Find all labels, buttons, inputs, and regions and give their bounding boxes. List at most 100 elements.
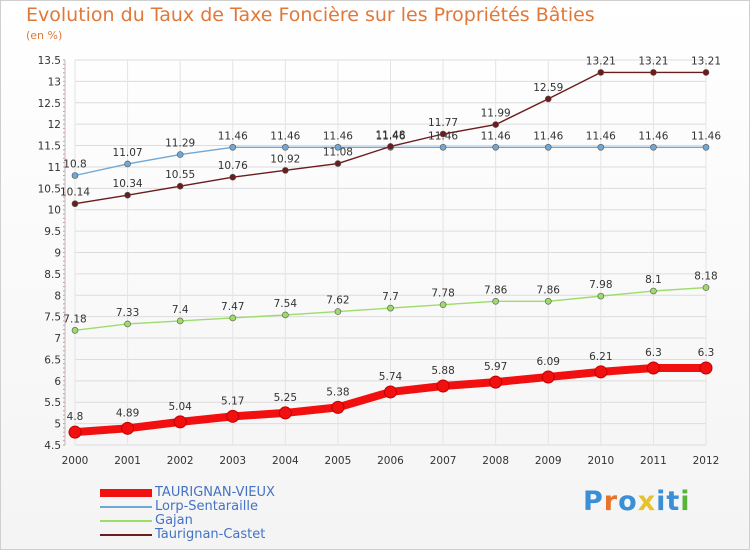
data-label: 7.33 [116, 307, 139, 319]
data-label: 11.99 [481, 108, 511, 120]
logo-letter: i [656, 486, 667, 517]
data-label: 10.55 [165, 169, 195, 181]
data-label: 13.21 [586, 55, 616, 67]
data-point [597, 69, 605, 76]
data-point [544, 297, 552, 305]
y-tick-label: 9 [54, 248, 61, 260]
data-label: 5.74 [379, 371, 403, 383]
data-point [334, 308, 342, 315]
data-label: 13.21 [638, 55, 668, 67]
data-label: 6.09 [537, 356, 560, 368]
data-label: 10.8 [63, 159, 86, 171]
data-label: 11.08 [323, 147, 353, 159]
data-point [436, 379, 450, 393]
data-label: 7.62 [326, 295, 349, 307]
y-tick-label: 5 [54, 419, 61, 431]
data-point [176, 182, 184, 190]
y-tick-label: 7.5 [44, 312, 61, 324]
data-point [124, 160, 131, 168]
data-point [124, 191, 131, 199]
data-label: 7.18 [63, 313, 86, 325]
data-label: 5.88 [431, 365, 454, 377]
y-tick-label: 5.5 [44, 397, 61, 409]
x-tick-label: 2003 [219, 455, 246, 467]
x-tick-label: 2012 [693, 455, 720, 467]
y-tick-label: 10.5 [38, 183, 61, 195]
chart-title: Evolution du Taux de Taxe Foncière sur l… [26, 4, 595, 26]
data-point [650, 143, 657, 151]
data-point [278, 406, 292, 420]
data-label: 6.21 [589, 351, 612, 363]
data-label: 10.92 [270, 153, 300, 165]
y-tick-label: 8 [54, 290, 61, 302]
x-tick-label: 2007 [430, 455, 457, 467]
data-point [173, 415, 187, 429]
data-point [387, 304, 394, 312]
data-point [229, 314, 237, 322]
x-tick-label: 2002 [167, 455, 194, 467]
data-label: 5.38 [326, 386, 349, 398]
logo-letter: o [618, 486, 638, 517]
chart-subtitle: (en %) [26, 29, 63, 42]
y-tick-label: 8.5 [44, 269, 61, 281]
y-tick-label: 13.5 [38, 55, 61, 67]
y-tick-label: 12 [48, 119, 61, 131]
legend-label: Taurignan-Castet [155, 527, 266, 542]
data-point [699, 361, 713, 375]
data-label: 10.14 [60, 187, 90, 199]
x-tick-label: 2005 [325, 455, 352, 467]
axes: 4.5 5 5.5 6 6.5 7 7.5 8 8.5 9 9.5 10 10.5 11 11.5 12 12.… [38, 55, 720, 467]
data-point [282, 311, 289, 319]
data-label: 7.47 [221, 301, 244, 313]
data-point [121, 421, 135, 435]
legend-swatch [100, 489, 152, 497]
data-point [71, 200, 79, 208]
data-label: 11.46 [218, 130, 248, 142]
data-label: 8.1 [645, 274, 662, 286]
data-label: 5.04 [168, 401, 192, 413]
legend-label: Lorp-Sentaraille [155, 499, 258, 514]
data-point [650, 287, 657, 295]
data-label: 11.46 [323, 130, 353, 142]
y-tick-label: 10 [48, 205, 61, 217]
legend-label: Gajan [155, 513, 193, 528]
data-point [331, 400, 345, 414]
data-point [176, 151, 184, 158]
data-point [124, 320, 131, 328]
data-label: 10.34 [113, 178, 143, 190]
grid [74, 59, 707, 446]
data-point [439, 130, 447, 138]
y-tick-label: 4.5 [44, 440, 61, 452]
data-point [334, 143, 342, 151]
data-label: 4.8 [67, 411, 84, 423]
data-label: 11.46 [586, 130, 616, 142]
data-label: 5.97 [484, 361, 507, 373]
data-point [650, 69, 657, 76]
data-label: 11.46 [375, 130, 405, 142]
data-point [439, 301, 447, 308]
y-tick-label: 11.5 [38, 141, 61, 153]
data-labels: 4.8 4.89 5.04 5.17 5.25 5.38 5.74 5.88 5.97 6.09 6… [60, 55, 721, 423]
data-point [68, 425, 82, 439]
data-point [492, 121, 499, 128]
data-label: 11.46 [481, 130, 511, 142]
data-label: 11.46 [533, 130, 563, 142]
data-label: 11.77 [428, 117, 458, 129]
series [68, 69, 713, 439]
logo-letter: i [680, 486, 691, 517]
legend-swatch [100, 520, 152, 522]
data-point [226, 409, 240, 423]
data-point [489, 375, 503, 389]
data-label: 7.54 [274, 298, 298, 310]
data-point [492, 297, 499, 305]
data-label: 7.78 [431, 288, 454, 300]
y-tick-label: 13 [48, 76, 61, 88]
data-label: 13.21 [691, 55, 721, 67]
data-label: 11.07 [113, 147, 143, 159]
data-label: 12.59 [533, 82, 563, 94]
data-label: 11.46 [691, 130, 721, 142]
legend-swatch [100, 534, 152, 536]
data-point [229, 143, 237, 151]
